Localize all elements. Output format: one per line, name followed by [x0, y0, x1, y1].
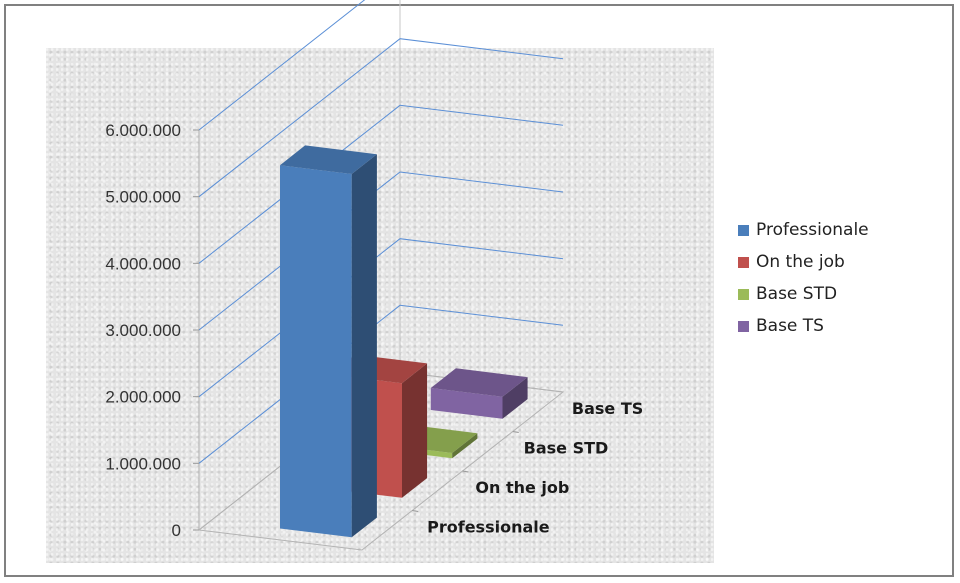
- bar-professionale: [280, 145, 377, 538]
- legend-label: Professionale: [756, 220, 869, 240]
- y-tick-label: 4.000.000: [105, 254, 181, 273]
- legend-swatch: [738, 256, 749, 268]
- legend-label: Base STD: [756, 284, 838, 304]
- gridline: [198, 38, 564, 198]
- bar-top-face: [280, 145, 377, 174]
- category-labels: Professionale On the job Base STD Base TS: [427, 399, 643, 537]
- legend-item: Base STD: [738, 278, 869, 310]
- bar-side-face: [502, 377, 528, 419]
- category-label: Base STD: [524, 438, 609, 457]
- legend-item: Professionale: [738, 214, 869, 246]
- depth-tick: [412, 510, 419, 512]
- bar-side-face: [402, 363, 428, 498]
- category-label: On the job: [475, 478, 569, 497]
- bar-front-face: [280, 165, 352, 538]
- legend: Professionale On the job Base STD Base TS: [738, 214, 869, 342]
- gridline: [198, 304, 564, 464]
- legend-swatch: [738, 224, 749, 236]
- legend-label: Base TS: [756, 316, 824, 336]
- bar-side-face: [452, 433, 478, 459]
- depth-tick: [512, 431, 519, 433]
- legend-label: On the job: [756, 252, 845, 272]
- depth-tick: [462, 470, 469, 473]
- y-tick-label: 0: [172, 521, 181, 540]
- legend-item: On the job: [738, 246, 869, 278]
- bar-front-face: [430, 388, 503, 419]
- y-tick-label: 6.000.000: [105, 121, 181, 140]
- gridline: [198, 238, 564, 398]
- gridline: [198, 171, 564, 331]
- category-label: Professionale: [427, 517, 550, 536]
- legend-swatch: [738, 320, 749, 332]
- gridline: [198, 104, 564, 264]
- bar-side-face: [351, 154, 377, 538]
- gridline: [198, 0, 366, 131]
- chart-frame: [4, 4, 954, 577]
- y-tick-label: 5.000.000: [105, 188, 181, 207]
- bar-top-face: [430, 368, 528, 397]
- category-label: Base TS: [572, 399, 643, 418]
- y-tick-label: 2.000.000: [105, 388, 181, 407]
- y-tick-label: 3.000.000: [105, 321, 181, 340]
- y-tick-label: 1.000.000: [105, 454, 181, 473]
- y-axis-ticks: 0 1.000.000 2.000.000 3.000.000 4.000.000 5.0…: [105, 121, 199, 540]
- legend-swatch: [738, 288, 749, 300]
- bars: [280, 145, 528, 538]
- gridlines: [198, 0, 564, 531]
- bar-base-ts: [430, 368, 528, 419]
- legend-item: Base TS: [738, 310, 869, 342]
